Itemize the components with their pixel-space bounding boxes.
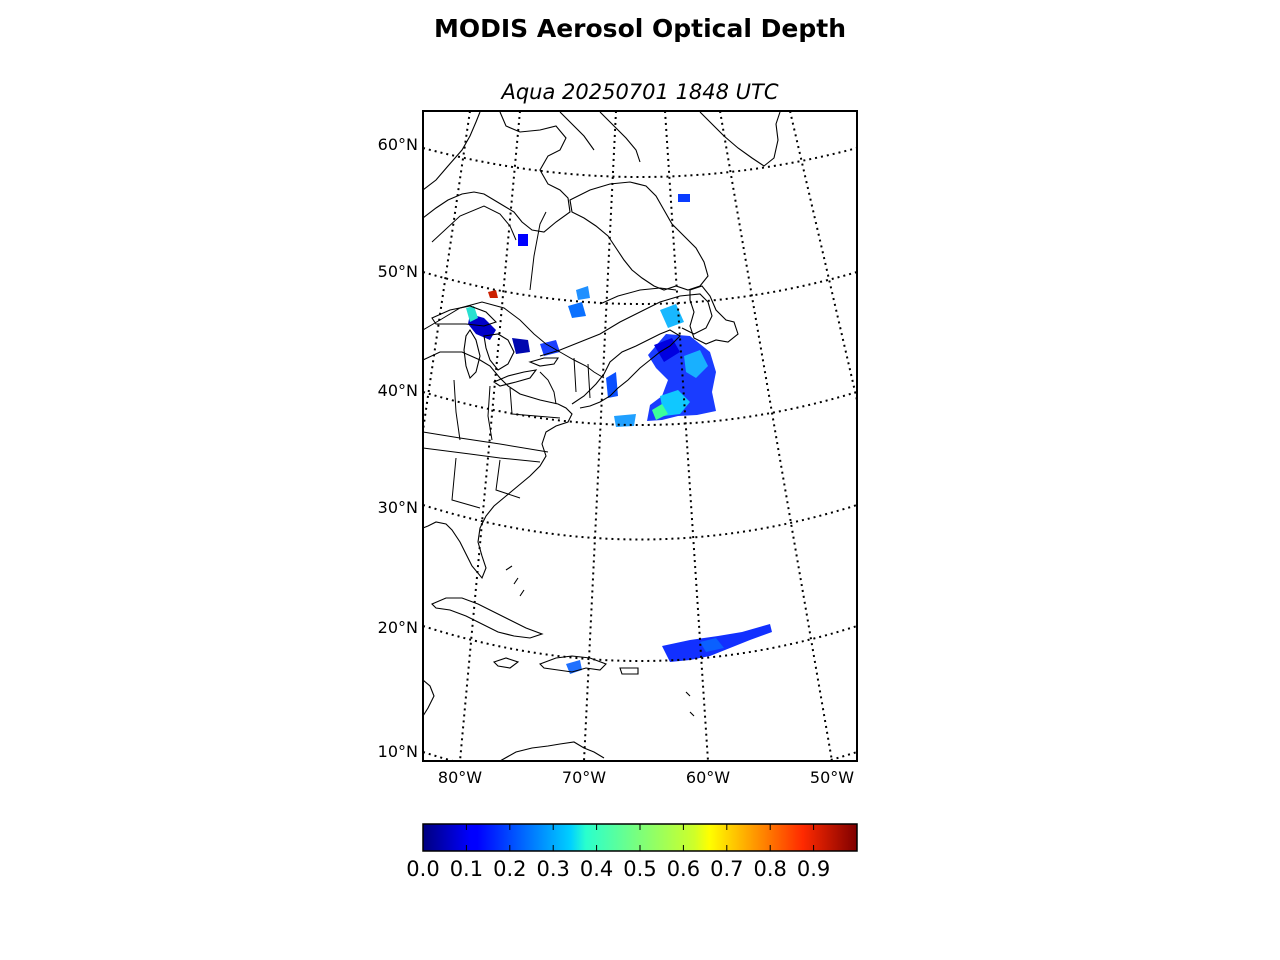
border-state-3 — [453, 379, 561, 441]
aod-patch-cyan-2 — [684, 350, 708, 378]
colorbar-tick-label: 0.2 — [493, 857, 526, 881]
colorbar-tick-label: 0.7 — [710, 857, 743, 881]
coast-newfoundland — [689, 285, 739, 345]
coast-baffin — [559, 111, 641, 163]
colorbar-tick-label: 0.1 — [450, 857, 483, 881]
lon-label-50w: 50°W — [810, 768, 854, 787]
coast-gulf-st-lawrence — [539, 293, 713, 357]
coast-us-east — [423, 351, 573, 580]
graticule — [423, 111, 857, 761]
aod-patch-gulf-stl — [660, 304, 684, 328]
lat-label-50n: 50°N — [378, 262, 418, 281]
lat-label-10n: 10°N — [378, 742, 418, 761]
parallel-30n — [423, 504, 857, 541]
border-state-4 — [451, 457, 521, 509]
border-state-1 — [423, 431, 549, 453]
parallel-50n — [423, 271, 857, 305]
aod-patch-labrador-1 — [678, 194, 690, 202]
aod-patch-blue-2 — [654, 338, 680, 362]
border-state-5 — [539, 357, 591, 405]
aod-patch-red — [488, 290, 498, 298]
lat-label-30n: 30°N — [378, 498, 418, 517]
coast-hispaniola — [539, 655, 607, 673]
meridian-45w — [789, 111, 857, 401]
lake-ontario — [528, 357, 560, 367]
coast-puerto-rico — [619, 667, 639, 675]
chart-subtitle: Aqua 20250701 1848 UTC — [501, 80, 779, 104]
aod-patch-cyan-1 — [660, 390, 690, 416]
coast-lesser-antilles — [685, 691, 695, 717]
coast-south-america — [499, 741, 605, 761]
lat-label-20n: 20°N — [378, 618, 418, 637]
border-quebec-ontario — [431, 205, 547, 291]
coast-central-america — [423, 679, 435, 717]
lon-label-60w: 60°W — [686, 768, 730, 787]
map-frame — [422, 110, 858, 762]
colorbar-labels: 0.0 0.1 0.2 0.3 0.4 0.5 0.6 0.7 0.8 0.9 — [406, 857, 830, 881]
parallel-10n — [423, 751, 857, 761]
lat-label-40n: 40°N — [378, 381, 418, 400]
colorbar-tick-label: 0.8 — [753, 857, 786, 881]
colorbar-tick-label: 0.4 — [580, 857, 613, 881]
coast-hudson-bay — [423, 111, 571, 233]
coastlines — [423, 111, 781, 761]
aod-patch-ottawa — [540, 340, 560, 356]
colorbar-ticks — [422, 824, 815, 851]
map-area — [423, 111, 857, 761]
colorbar-tick-label: 0.9 — [797, 857, 830, 881]
latitude-labels: 60°N 50°N 40°N 30°N 20°N 10°N — [378, 135, 418, 761]
aod-patch-huron — [512, 338, 530, 354]
parallel-60n — [423, 147, 857, 178]
lake-michigan — [463, 328, 481, 380]
meridian-50w — [719, 111, 833, 761]
coast-bahamas — [505, 565, 525, 597]
border-quebec-labrador — [599, 287, 677, 305]
lon-label-80w: 80°W — [438, 768, 482, 787]
longitude-labels: 80°W 70°W 60°W 50°W — [438, 768, 854, 787]
border-us-canada — [423, 301, 605, 379]
aod-data — [466, 194, 772, 674]
colorbar-tick-label: 0.3 — [536, 857, 569, 881]
aod-patch-green-1 — [652, 404, 668, 420]
colorbar: 0.0 0.1 0.2 0.3 0.4 0.5 0.6 0.7 0.8 0.9 — [406, 823, 858, 881]
coast-jamaica — [492, 657, 520, 669]
meridian-70w — [583, 111, 617, 761]
coast-greenland — [699, 111, 781, 167]
aod-patch-great-lakes-cyan — [466, 306, 478, 322]
aod-patch-stl-north — [576, 286, 590, 300]
colorbar-tick-label: 0.5 — [623, 857, 656, 881]
coast-maine-nova-scotia — [571, 329, 681, 409]
political-boundaries — [423, 205, 677, 509]
chart-title: MODIS Aerosol Optical Depth — [433, 14, 846, 43]
aod-patch-great-lakes — [468, 314, 496, 340]
aod-patch-caribbean-2 — [700, 638, 724, 652]
aod-patch-labrador-2 — [518, 234, 528, 246]
parallel-40n — [423, 391, 857, 426]
border-state-2 — [423, 447, 541, 463]
colorbar-tick-label: 0.6 — [667, 857, 700, 881]
aod-patch-quebec — [568, 302, 586, 318]
meridian-60w — [664, 111, 709, 761]
lake-erie — [492, 369, 538, 387]
lake-huron — [483, 333, 515, 371]
lon-label-70w: 70°W — [562, 768, 606, 787]
coast-cuba — [431, 597, 544, 639]
meridian-85w — [423, 111, 471, 431]
parallel-20n — [423, 625, 857, 662]
colorbar-tick-label: 0.0 — [406, 857, 439, 881]
meridian-80w — [459, 111, 521, 761]
lat-label-60n: 60°N — [378, 135, 418, 154]
